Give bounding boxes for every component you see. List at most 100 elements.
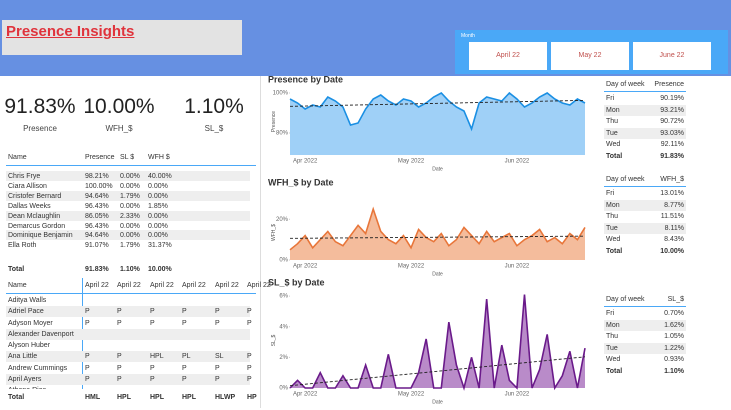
cell: Ella Roth: [8, 242, 37, 250]
cell: Cristofer Bernard: [8, 192, 62, 200]
cell: 0.00%: [148, 212, 168, 220]
column-header: April 22: [247, 282, 271, 289]
cell: 1.22%: [664, 344, 684, 352]
cell: P: [182, 319, 187, 327]
cell: P: [215, 364, 220, 372]
cell: Wed: [606, 141, 621, 148]
cell: Ana Little: [8, 353, 38, 361]
row-band: [604, 104, 686, 116]
cell: 13.01%: [660, 190, 684, 197]
trend-line: [289, 356, 586, 387]
cell: 11.51%: [660, 213, 684, 220]
cell: 1.05%: [664, 333, 684, 340]
cell: 90.72%: [660, 118, 684, 125]
kpi-label: Presence: [23, 124, 57, 133]
cell: P: [117, 308, 122, 316]
chart-title: WFH_$ by Date: [268, 177, 334, 187]
cell: Thu: [606, 118, 619, 125]
cell: SL: [215, 353, 224, 361]
line: [289, 294, 586, 391]
total-cell: Total: [8, 394, 25, 401]
cell: P: [247, 319, 252, 327]
cell: P: [117, 375, 122, 383]
cell: Mon: [606, 201, 620, 209]
cell: 0.00%: [148, 182, 168, 190]
cell: P: [150, 308, 155, 316]
cell: P: [85, 319, 90, 327]
chart-title: SL_$ by Date: [268, 277, 325, 287]
column-header: Presence: [85, 154, 115, 161]
kpi-value: 1.10%: [184, 95, 244, 118]
y-tick-label: 2%: [279, 355, 288, 361]
column-header: Day of week: [606, 296, 645, 303]
total-cell: HPL: [150, 394, 164, 401]
y-axis-label: Presence: [271, 111, 277, 132]
cell: 94.64%: [85, 192, 109, 200]
cell: P: [215, 308, 220, 316]
x-axis-label: Date: [432, 399, 443, 405]
cell: P: [150, 319, 155, 327]
cell: 96.43%: [85, 222, 109, 230]
y-tick-label: 20%: [276, 217, 289, 223]
cell: 96.43%: [85, 202, 109, 210]
cell: 94.64%: [85, 232, 109, 240]
spacer: [0, 76, 1, 410]
total-cell: 1.10%: [664, 368, 684, 375]
row-band: [6, 351, 250, 363]
column-header: Name: [8, 154, 27, 161]
cell: HPL: [150, 353, 164, 361]
slicer-button[interactable]: April 22: [469, 42, 547, 70]
cell: 0.00%: [120, 173, 140, 180]
cell: Aditya Walls: [8, 297, 47, 304]
cell: P: [85, 308, 90, 316]
total-cell: 10.00%: [148, 266, 172, 273]
x-tick-label: May 2022: [398, 159, 425, 165]
total-cell: Total: [606, 248, 623, 255]
cell: Chris Frye: [8, 173, 41, 180]
x-axis-label: Date: [432, 271, 443, 277]
cell: Fri: [606, 95, 615, 102]
column-header: WFH_$: [660, 176, 684, 183]
cell: 8.11%: [664, 224, 684, 232]
column-header: Day of week: [606, 81, 645, 88]
row-band: [604, 319, 686, 331]
cell: 8.43%: [664, 236, 684, 243]
cell: 0.93%: [664, 356, 684, 363]
slicer-button[interactable]: June 22: [633, 42, 711, 70]
cell: Wed: [606, 236, 621, 243]
total-cell: Total: [606, 368, 623, 375]
cell: P: [85, 375, 90, 383]
cell: P: [182, 308, 187, 316]
x-tick-label: Apr 2022: [293, 264, 318, 270]
cell: 93.03%: [660, 129, 684, 137]
total-cell: HPL: [117, 394, 131, 401]
trend-line: [289, 99, 586, 107]
header-rule: [6, 293, 256, 294]
row-band: [6, 373, 250, 385]
cell: Thu: [606, 213, 619, 220]
cell: Adriel Pace: [8, 308, 44, 316]
x-tick-label: May 2022: [398, 264, 425, 270]
row-band: [604, 127, 686, 139]
cell: 91.07%: [85, 242, 109, 250]
cell: 0.00%: [148, 232, 168, 240]
cell: P: [85, 353, 90, 361]
row-band: [6, 210, 250, 221]
slicer-button[interactable]: May 22: [551, 42, 629, 70]
cell: April Ayers: [8, 375, 42, 383]
cell: P: [117, 353, 122, 361]
trend-line: [289, 235, 586, 239]
cell: P: [117, 319, 122, 327]
cell: Mon: [606, 321, 620, 329]
column-header: SL_$: [667, 296, 684, 303]
x-tick-label: Jun 2022: [505, 159, 530, 165]
area: [290, 294, 585, 388]
row-band: [604, 199, 686, 211]
row-band: [604, 222, 686, 234]
cell: Demarcus Gordon: [8, 222, 66, 230]
y-tick-label: 0%: [279, 386, 288, 392]
cell: Tue: [606, 344, 618, 352]
total-cell: HP: [247, 394, 257, 401]
row-band: [6, 171, 250, 181]
left-panel: [2, 76, 261, 408]
